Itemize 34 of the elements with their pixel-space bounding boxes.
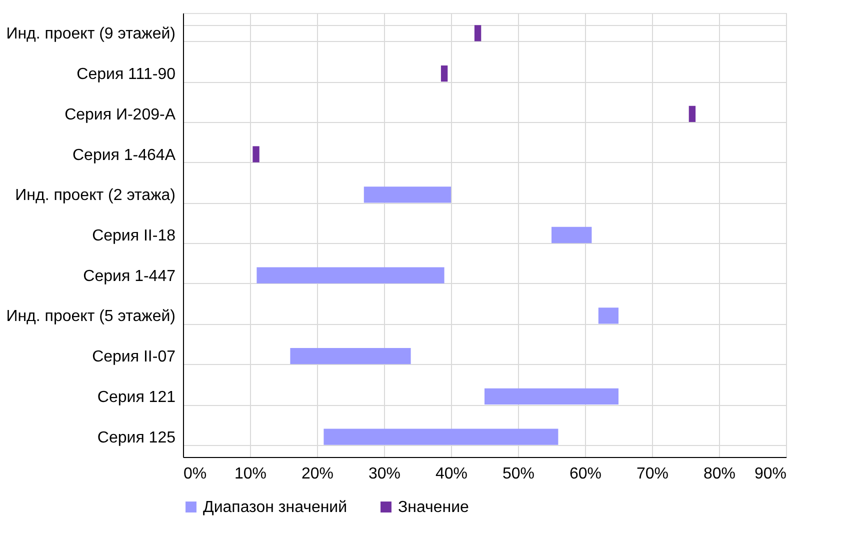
- bar: [474, 25, 482, 42]
- x-tick-label: 0%: [184, 466, 207, 482]
- y-tick-label: Серия И-209-А: [64, 106, 176, 124]
- y-tick-label: Серия 1-447: [83, 268, 176, 285]
- bar: [256, 267, 444, 284]
- x-tick-label: 70%: [636, 466, 669, 482]
- legend-label: Диапазон значений: [203, 499, 348, 516]
- x-tick-label: 60%: [569, 466, 602, 482]
- y-tick-label: Серия 125: [97, 429, 176, 446]
- y-tick-label: Серия 121: [97, 388, 176, 406]
- bar: [440, 65, 448, 82]
- y-tick-label: Серия II-07: [92, 348, 176, 366]
- y-tick-label: Инд. проект (2 этажа): [15, 187, 176, 204]
- x-tick-label: 30%: [368, 466, 401, 482]
- bar: [484, 388, 618, 405]
- y-tick-label: Серия 1-464А: [72, 146, 176, 164]
- y-tick-label: Инд. проект (9 этажей): [6, 26, 176, 43]
- x-tick-label: 80%: [703, 466, 736, 482]
- bar: [688, 106, 696, 122]
- bar: [598, 308, 618, 324]
- legend-label: Значение: [398, 499, 470, 516]
- x-tick-label: 50%: [502, 466, 535, 482]
- y-tick-label: Серия 111-90: [76, 66, 176, 84]
- bar: [552, 226, 592, 244]
- x-tick-label: 10%: [234, 466, 267, 482]
- x-tick-label: 20%: [301, 466, 334, 482]
- bar: [252, 146, 260, 162]
- bar: [324, 428, 558, 445]
- x-tick-label: 90%: [754, 466, 786, 482]
- bar: [364, 186, 451, 203]
- x-tick-label: 40%: [435, 466, 468, 482]
- y-tick-label: Серия II-18: [92, 228, 176, 244]
- bar: [290, 348, 411, 364]
- y-tick-label: Инд. проект (5 этажей): [6, 308, 176, 326]
